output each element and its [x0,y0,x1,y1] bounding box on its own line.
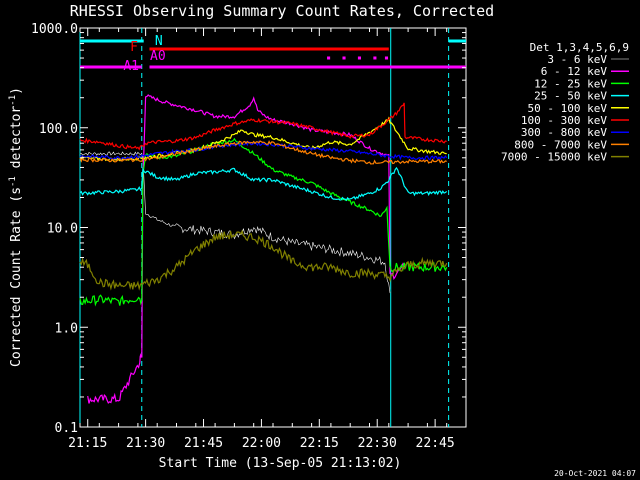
series-line-2 [79,137,448,307]
flag-bars [80,39,466,69]
legend-label: 50 - 100 keV [528,102,608,115]
chart-title: RHESSI Observing Summary Count Rates, Co… [70,2,494,20]
flag-label-a1: A1 [123,59,139,74]
series-line-6 [79,140,448,161]
legend-label: 800 - 7000 keV [514,138,607,151]
x-tick-label: 22:30 [358,436,397,451]
legend-label: 3 - 6 keV [547,53,607,66]
x-tick-label: 22:45 [416,436,455,451]
series-line-5 [79,102,447,151]
y-tick-label: 0.1 [55,421,78,436]
x-tick-label: 21:45 [184,436,223,451]
legend-title: Det 1,3,4,5,6,9 [530,41,629,54]
legend-label: 300 - 800 keV [521,126,607,139]
flag-label-a0: A0 [150,49,166,64]
x-tick-label: 22:00 [242,436,281,451]
y-tick-label: 100.0 [39,122,78,137]
series-line-0-highlight [79,151,391,294]
series-lines [79,94,448,404]
y-ticks: 1000.0 100.0 10.0 1.0 0.1 [31,22,466,436]
legend-label: 12 - 25 keV [534,77,607,90]
footer-date: 20-Oct-2021 04:07 [554,469,636,478]
plot-area: 1000.0 100.0 10.0 1.0 0.1 21:15 21:30 21:45 22:… [31,22,467,451]
x-tick-label: 21:15 [68,436,107,451]
legend-label: 6 - 12 keV [541,65,608,78]
series-line-4 [79,116,447,163]
x-ticks: 21:15 21:30 21:45 22:00 22:15 22:30 22:45 [68,28,467,451]
series-line-3 [79,166,448,202]
x-axis-label: Start Time (13-Sep-05 21:13:02) [159,456,402,471]
y-tick-label: 1000.0 [31,22,78,37]
series-line-7 [79,140,447,165]
legend-label: 25 - 50 keV [534,90,607,103]
y-tick-label: 10.0 [47,222,78,237]
series-line-8 [79,229,448,291]
y-axis-label: Corrected Count Rate (s-1 detector-1) [8,87,24,367]
y-tick-label: 1.0 [55,321,78,336]
legend-label: 7000 - 15000 keV [501,151,607,164]
flag-label-f: F [130,40,138,55]
x-tick-label: 21:30 [126,436,165,451]
x-tick-label: 22:15 [300,436,339,451]
legend-label: 100 - 300 keV [521,114,607,127]
flag-label-n: N [155,34,163,49]
